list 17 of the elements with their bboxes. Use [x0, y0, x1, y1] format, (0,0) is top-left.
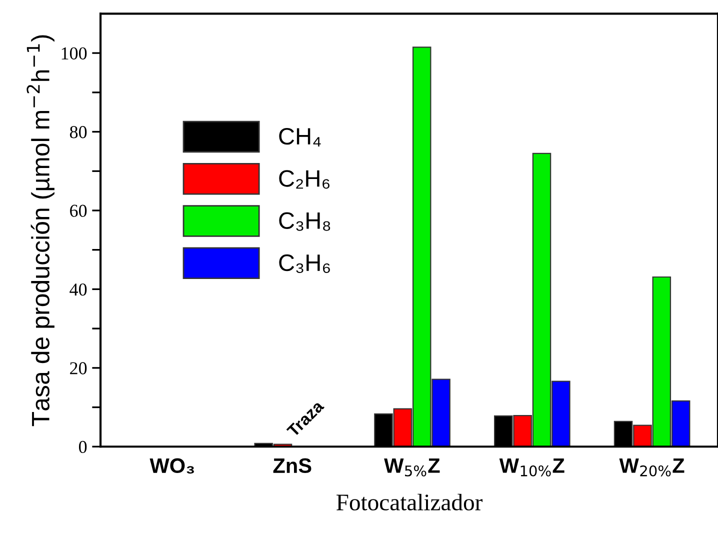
x-axis-title: Fotocatalizador — [336, 494, 482, 510]
y-tick-label: 0 — [78, 440, 87, 454]
y-tick-label: 80 — [70, 126, 87, 138]
legend-label: C₂H₆ — [279, 170, 330, 189]
y-axis-title: Tasa de producción (µmol m$^{−2}$h$^{−1}$) — [26, 35, 54, 426]
legend-label: C₃H₆ — [279, 254, 330, 274]
x-tick-label: W$_{10%}$Z — [499, 458, 564, 476]
x-tick-label: WO₃ — [150, 458, 194, 474]
x-tick-label: W$_{20%}$Z — [619, 458, 684, 476]
y-tick-label: 40 — [70, 283, 87, 296]
x-tick-label: W$_{5%}$Z — [384, 458, 440, 476]
legend-label: CH₄ — [279, 128, 321, 146]
y-tick-label: 20 — [70, 362, 87, 374]
y-tick-label: 60 — [70, 204, 87, 217]
y-tick-label: 100 — [62, 47, 87, 60]
x-tick-label: ZnS — [273, 458, 312, 474]
legend-label: C₃H₈ — [279, 212, 330, 231]
